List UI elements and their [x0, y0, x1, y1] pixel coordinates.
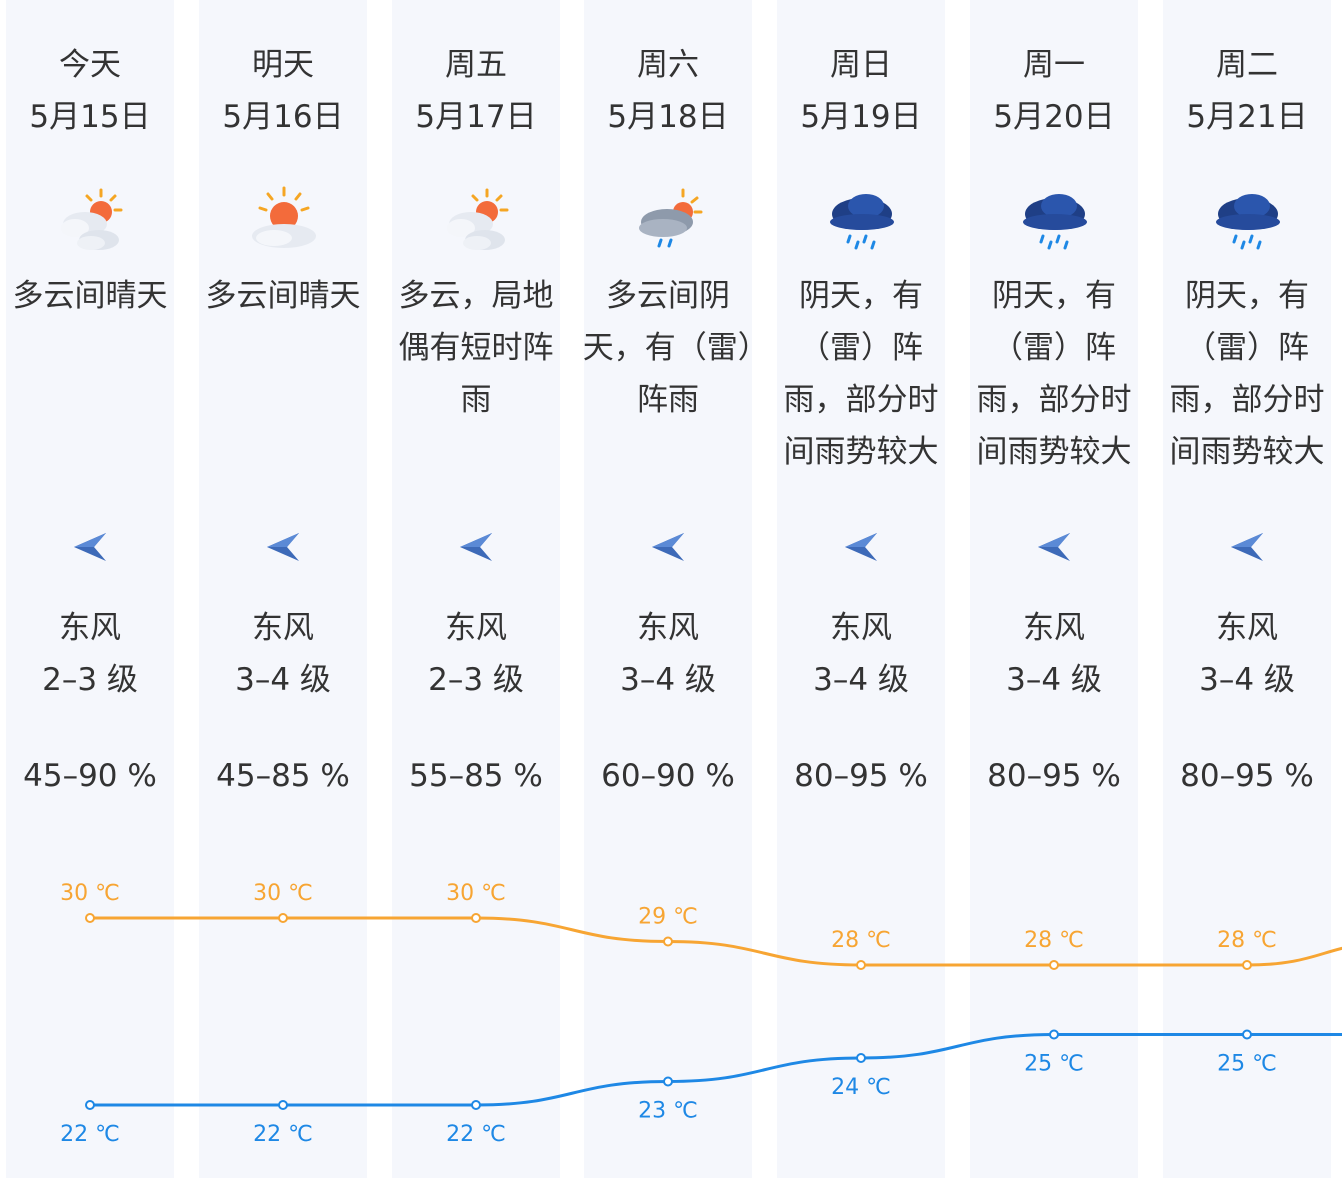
wind-direction-arrow-icon [265, 531, 301, 563]
wind-direction: 东风 [252, 610, 314, 646]
wind-direction-arrow-icon [72, 531, 108, 563]
forecast-day-column: 周五 5月17日 多云，局地偶有短时阵雨 东风 2–3 级 55–85 % [392, 0, 560, 1178]
wind-level: 3–4 级 [235, 662, 331, 698]
sun-cloud-icon [248, 186, 320, 258]
humidity: 60–90 % [601, 758, 735, 794]
wind-level: 3–4 级 [620, 662, 716, 698]
date-label: 5月15日 [29, 99, 151, 135]
cloud-sun-rain-icon [633, 186, 705, 258]
humidity: 80–95 % [987, 758, 1121, 794]
weather-description: 多云，局地偶有短时阵雨 [398, 278, 554, 418]
partly-sunny-icon [441, 186, 513, 258]
day-label: 周日 [830, 47, 892, 83]
day-label: 周一 [1023, 47, 1085, 83]
date-label: 5月19日 [800, 99, 922, 135]
forecast-day-column: 周六 5月18日 多云间阴天，有（雷）阵雨 东风 3–4 级 60–90 % [583, 0, 753, 1178]
date-label: 5月17日 [415, 99, 537, 135]
date-label: 5月20日 [993, 99, 1115, 135]
day-label: 今天 [59, 47, 121, 83]
wind-direction: 东风 [637, 610, 699, 646]
weather-description: 多云间晴天 [12, 278, 168, 314]
weather-description: 多云间阴天，有（雷）阵雨 [582, 278, 754, 418]
wind-level: 2–3 级 [42, 662, 138, 698]
humidity: 45–85 % [216, 758, 350, 794]
wind-direction: 东风 [1023, 610, 1085, 646]
dark-rain-cloud-icon [1212, 186, 1284, 258]
wind-direction-arrow-icon [650, 531, 686, 563]
forecast-day-column: 今天 5月15日 多云间晴天 东风 2–3 级 45–90 % [6, 0, 174, 1178]
humidity: 80–95 % [1180, 758, 1314, 794]
forecast-day-column: 周日 5月19日 阴天，有（雷）阵雨，部分时间雨势较大 东风 3–4 级 80–… [777, 0, 945, 1178]
weather-description: 多云间晴天 [205, 278, 361, 314]
wind-direction-arrow-icon [1036, 531, 1072, 563]
humidity: 80–95 % [794, 758, 928, 794]
wind-direction-arrow-icon [843, 531, 879, 563]
wind-direction-arrow-icon [458, 531, 494, 563]
weather-description: 阴天，有（雷）阵雨，部分时间雨势较大 [976, 278, 1132, 470]
date-label: 5月18日 [607, 99, 729, 135]
day-label: 周六 [637, 47, 699, 83]
wind-level: 2–3 级 [428, 662, 524, 698]
humidity: 45–90 % [23, 758, 157, 794]
wind-direction: 东风 [830, 610, 892, 646]
date-label: 5月16日 [222, 99, 344, 135]
weather-description: 阴天，有（雷）阵雨，部分时间雨势较大 [1169, 278, 1325, 470]
forecast-day-column: 周一 5月20日 阴天，有（雷）阵雨，部分时间雨势较大 东风 3–4 级 80–… [970, 0, 1138, 1178]
forecast-day-column: 明天 5月16日 多云间晴天 东风 3–4 级 45–85 % [199, 0, 367, 1178]
dark-rain-cloud-icon [1019, 186, 1091, 258]
day-label: 周五 [445, 47, 507, 83]
wind-direction-arrow-icon [1229, 531, 1265, 563]
forecast-day-column: 周二 5月21日 阴天，有（雷）阵雨，部分时间雨势较大 东风 3–4 级 80–… [1163, 0, 1331, 1178]
wind-level: 3–4 级 [1199, 662, 1295, 698]
wind-level: 3–4 级 [1006, 662, 1102, 698]
weather-description: 阴天，有（雷）阵雨，部分时间雨势较大 [783, 278, 939, 470]
date-label: 5月21日 [1186, 99, 1308, 135]
wind-direction: 东风 [445, 610, 507, 646]
day-label: 周二 [1216, 47, 1278, 83]
wind-direction: 东风 [59, 610, 121, 646]
humidity: 55–85 % [409, 758, 543, 794]
partly-sunny-icon [55, 186, 127, 258]
wind-direction: 东风 [1216, 610, 1278, 646]
day-label: 明天 [252, 47, 314, 83]
dark-rain-cloud-icon [826, 186, 898, 258]
wind-level: 3–4 级 [813, 662, 909, 698]
